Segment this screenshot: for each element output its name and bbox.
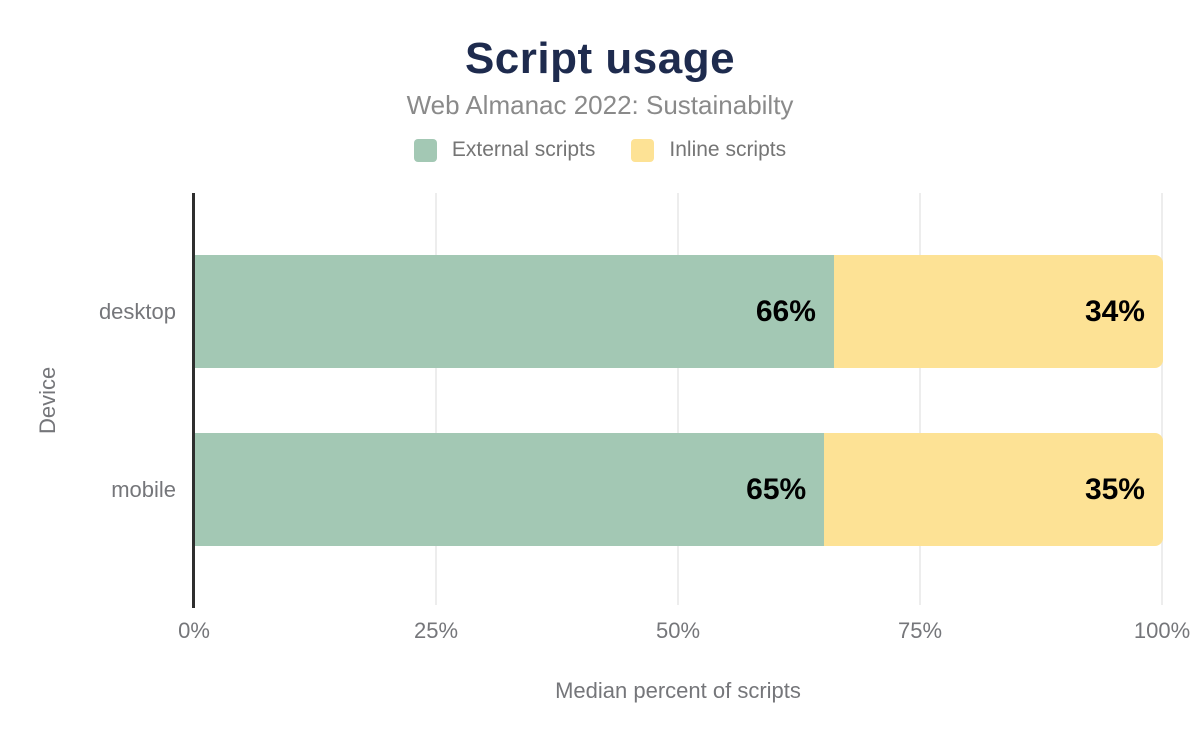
x-tick-label: 100% <box>1133 618 1191 643</box>
y-axis-title: Device <box>35 366 60 435</box>
gridline <box>919 193 921 605</box>
x-tick-label: 50% <box>655 618 701 643</box>
chart-subtitle: Web Almanac 2022: Sustainabilty <box>406 90 794 120</box>
bar-segment: 66% <box>195 255 834 368</box>
legend-label: External scripts <box>451 138 596 161</box>
bar-segment: 35% <box>824 433 1163 546</box>
bar-value-label: 65% <box>746 472 807 506</box>
bar-segment: 34% <box>833 255 1163 368</box>
bar-value-label: 35% <box>1084 472 1145 506</box>
legend-label: Inline scripts <box>669 138 787 161</box>
y-category-label: mobile <box>111 476 176 502</box>
bar-value-label: 34% <box>1084 294 1145 328</box>
gridline <box>435 193 437 605</box>
bar-value-label: 66% <box>755 294 816 328</box>
y-axis-line <box>192 193 195 608</box>
x-tick-label: 25% <box>413 618 459 643</box>
gridline <box>1161 193 1163 605</box>
x-tick-label: 0% <box>178 618 210 643</box>
x-tick-label: 75% <box>897 618 943 643</box>
x-axis-title: Median percent of scripts <box>555 678 801 703</box>
y-category-label: desktop <box>98 298 176 324</box>
legend-item: Inline scripts <box>631 138 786 162</box>
chart-title: Script usage <box>464 34 736 83</box>
legend-swatch-icon <box>413 138 437 162</box>
gridline <box>677 193 679 605</box>
legend-item: External scripts <box>413 138 596 162</box>
bar-segment: 65% <box>195 433 825 546</box>
chart-legend: External scripts Inline scripts <box>0 138 1200 162</box>
legend-swatch-icon <box>631 138 655 162</box>
